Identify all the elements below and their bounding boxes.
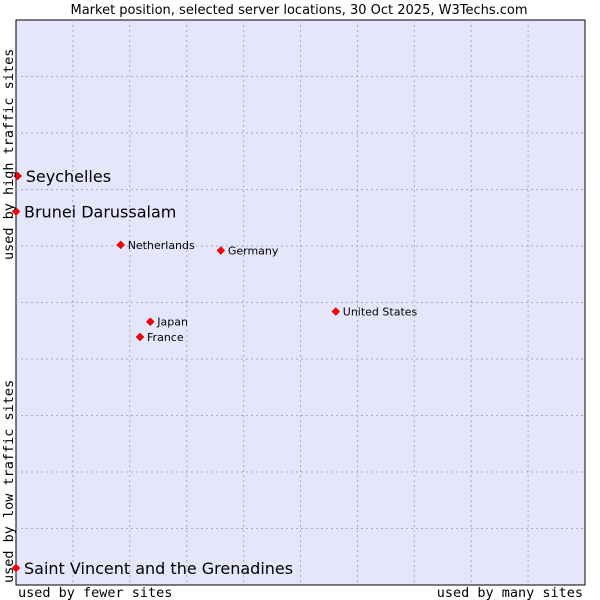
x-axis-label-right: used by many sites — [437, 585, 583, 600]
point-marker-united-states — [331, 307, 341, 316]
point-label-france: France — [147, 331, 184, 344]
point-label-germany: Germany — [228, 245, 279, 258]
y-axis-label-bottom: used by low traffic sites — [1, 380, 17, 583]
point-marker-france — [135, 332, 145, 342]
grid-lines — [16, 20, 585, 585]
data-points: Seychelles Brunei Darussalam Netherlands Ge… — [11, 167, 418, 578]
point-label-seychelles: Seychelles — [26, 167, 111, 186]
chart-title: Market position, selected server locatio… — [70, 3, 527, 18]
point-label-netherlands: Netherlands — [128, 239, 195, 252]
y-axis-label-top: used by high traffic sites — [1, 49, 17, 260]
point-label-brunei-darussalam: Brunei Darussalam — [24, 203, 176, 222]
point-marker-germany — [216, 246, 226, 255]
point-label-saint-vincent-and-the-grenadines: Saint Vincent and the Grenadines — [24, 559, 293, 578]
x-axis-label-left: used by fewer sites — [18, 585, 172, 600]
point-marker-japan — [145, 317, 155, 327]
point-label-japan: Japan — [156, 316, 188, 329]
point-marker-seychelles — [13, 171, 23, 181]
point-marker-netherlands — [116, 240, 126, 250]
point-label-united-states: United States — [343, 306, 418, 319]
point-marker-saint-vincent-and-the-grenadines — [11, 563, 21, 573]
point-marker-brunei-darussalam — [11, 207, 21, 216]
